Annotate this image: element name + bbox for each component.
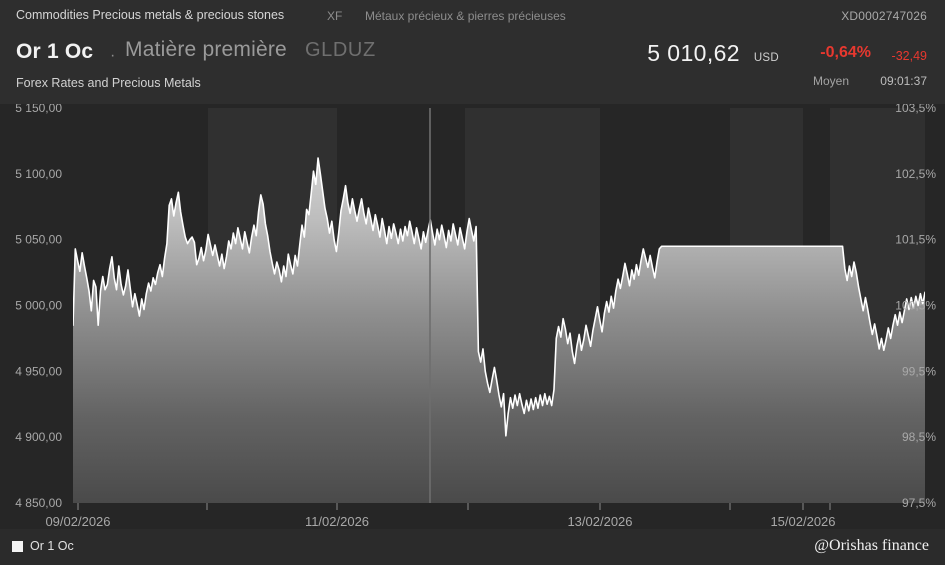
asset-class: Matière première xyxy=(125,38,287,61)
data-source-subtitle: Forex Rates and Precious Metals xyxy=(16,76,201,90)
y-axis-right-tick-label: 99,5% xyxy=(902,364,936,378)
y-axis-right-tick-label: 103,5% xyxy=(895,104,936,115)
y-axis-right-tick-label: 100,5% xyxy=(895,299,936,313)
x-axis-date-label: 11/02/2026 xyxy=(305,514,369,529)
instrument-header: Commodities Precious metals & precious s… xyxy=(0,0,945,104)
breadcrumb[interactable]: Commodities Precious metals & precious s… xyxy=(16,8,285,22)
x-axis-date-label: 15/02/2026 xyxy=(770,514,835,529)
y-axis-left-tick-label: 5 150,00 xyxy=(15,104,62,115)
price-type-label: Moyen xyxy=(812,74,849,88)
y-axis-right-tick-label: 101,5% xyxy=(895,233,936,247)
price-timestamp: 09:01:37 xyxy=(880,74,927,88)
absolute-change: -32,49 xyxy=(891,49,927,63)
separator-dot: · xyxy=(110,47,116,64)
x-axis-date-label: 13/02/2026 xyxy=(567,514,632,529)
x-axis-labels: 09/02/2026 11/02/2026 13/02/2026 15/02/2026 xyxy=(45,514,835,529)
market-code: XF xyxy=(327,9,343,23)
header-top-row: Commodities Precious metals & precious s… xyxy=(0,8,945,26)
percent-change: -0,64% xyxy=(820,44,871,61)
y-axis-left-tick-label: 4 850,00 xyxy=(15,496,62,510)
chart-canvas[interactable]: 5 150,00 5 100,00 5 050,00 5 000,00 4 950,00… xyxy=(0,104,945,529)
y-axis-left-tick-label: 5 100,00 xyxy=(15,167,62,181)
x-axis-date-label: 09/02/2026 xyxy=(45,514,110,529)
y-axis-left-tick-label: 4 950,00 xyxy=(15,364,62,378)
y-axis-right-tick-label: 97,5% xyxy=(902,496,936,510)
price-chart[interactable]: 5 150,00 5 100,00 5 050,00 5 000,00 4 950,00… xyxy=(0,104,945,529)
ticker-symbol: GLDUZ xyxy=(305,39,376,61)
watermark: @Orishas finance xyxy=(814,537,929,554)
y-axis-right: 103,5% 102,5% 101,5% 100,5% 99,5% 98,5% 97,5% xyxy=(895,104,936,510)
y-axis-left-tick-label: 4 900,00 xyxy=(15,430,62,444)
legend-swatch-icon xyxy=(12,540,23,552)
y-axis-right-tick-label: 102,5% xyxy=(895,167,936,181)
chart-footer: Or 1 Oc @Orishas finance xyxy=(0,529,945,565)
price-line xyxy=(73,157,925,437)
y-axis-left-tick-label: 5 000,00 xyxy=(15,299,62,313)
y-axis-left: 5 150,00 5 100,00 5 050,00 5 000,00 4 950,00… xyxy=(15,104,62,510)
x-axis-ticks xyxy=(77,503,831,510)
instrument-name: Or 1 Oc xyxy=(16,40,94,63)
last-price: 5 010,62 xyxy=(647,40,740,66)
chart-legend[interactable]: Or 1 Oc xyxy=(12,539,74,553)
currency-label: USD xyxy=(753,52,779,64)
area-series xyxy=(73,157,925,503)
area-fill xyxy=(73,158,925,503)
isin-code: XD0002747026 xyxy=(841,9,927,23)
y-axis-right-tick-label: 98,5% xyxy=(902,430,936,444)
y-axis-left-tick-label: 5 050,00 xyxy=(15,233,62,247)
market-name: Métaux précieux & pierres précieuses xyxy=(365,9,566,23)
legend-label: Or 1 Oc xyxy=(30,539,74,553)
